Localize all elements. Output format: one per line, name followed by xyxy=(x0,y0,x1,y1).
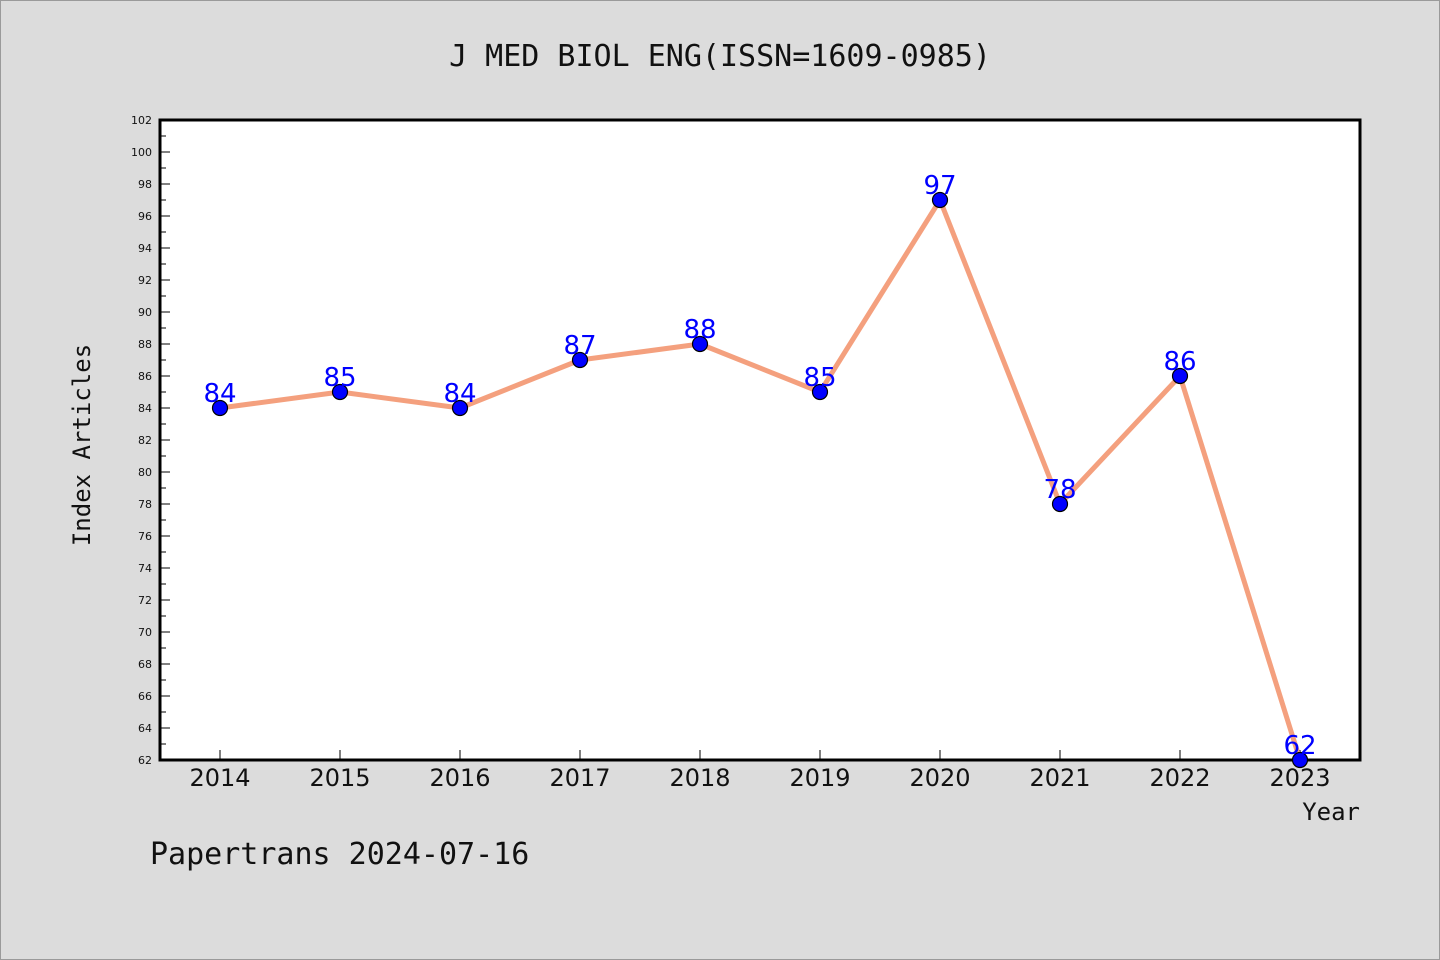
chart-title: J MED BIOL ENG(ISSN=1609-0985) xyxy=(449,39,991,74)
y-tick-label: 66 xyxy=(138,690,152,703)
y-tick-label: 96 xyxy=(138,210,152,223)
y-tick-label: 80 xyxy=(138,466,152,479)
data-label: 78 xyxy=(1043,475,1076,505)
x-tick-label: 2022 xyxy=(1149,764,1210,792)
x-axis-ticks: 2014 2015 2016 2017 2018 2019 2020 2021 2022 2023 xyxy=(189,750,1331,792)
y-tick-label: 88 xyxy=(138,338,152,351)
data-point xyxy=(211,399,229,417)
data-label: 85 xyxy=(323,363,356,393)
x-tick-label: 2023 xyxy=(1269,764,1330,792)
y-tick-label: 86 xyxy=(138,370,152,383)
x-tick-label: 2015 xyxy=(309,764,370,792)
data-label: 86 xyxy=(1163,347,1196,377)
plot-area xyxy=(158,118,1362,762)
y-tick-label: 62 xyxy=(138,754,152,767)
data-point xyxy=(811,383,829,401)
series-line xyxy=(217,197,1303,763)
y-tick-label: 82 xyxy=(138,434,152,447)
data-label: 88 xyxy=(683,315,716,345)
y-tick-label: 102 xyxy=(131,114,152,127)
data-label: 84 xyxy=(443,379,476,409)
x-tick-label: 2017 xyxy=(549,764,610,792)
y-tick-label: 76 xyxy=(138,530,152,543)
data-label: 87 xyxy=(563,331,596,361)
data-label: 84 xyxy=(203,379,236,409)
data-point xyxy=(1171,367,1189,385)
y-tick-label: 84 xyxy=(138,402,152,415)
x-tick-label: 2016 xyxy=(429,764,490,792)
data-point xyxy=(931,191,949,209)
data-label: 97 xyxy=(923,171,956,201)
y-axis-label: Index Articles xyxy=(68,344,96,546)
y-tick-label: 64 xyxy=(138,722,152,735)
x-tick-label: 2018 xyxy=(669,764,730,792)
x-axis-label: Year xyxy=(1302,798,1360,826)
data-point xyxy=(691,335,709,353)
data-point xyxy=(571,351,589,369)
y-tick-label: 70 xyxy=(138,626,152,639)
y-tick-label: 78 xyxy=(138,498,152,511)
y-tick-label: 68 xyxy=(138,658,152,671)
data-point xyxy=(1291,751,1309,769)
y-axis-ticks: 62 64 66 68 70 72 74 76 78 80 82 84 86 88 90 92 94 96 98 10… xyxy=(131,114,170,767)
y-tick-label: 98 xyxy=(138,178,152,191)
y-tick-label: 100 xyxy=(131,146,152,159)
y-tick-label: 72 xyxy=(138,594,152,607)
x-tick-label: 2014 xyxy=(189,764,250,792)
y-tick-label: 90 xyxy=(138,306,152,319)
data-labels: 84 85 84 87 88 85 97 78 86 62 xyxy=(203,171,1316,761)
data-label: 62 xyxy=(1283,731,1316,761)
x-tick-label: 2019 xyxy=(789,764,850,792)
x-tick-label: 2021 xyxy=(1029,764,1090,792)
y-tick-label: 94 xyxy=(138,242,152,255)
y-tick-label: 74 xyxy=(138,562,152,575)
data-point xyxy=(451,399,469,417)
data-label: 85 xyxy=(803,363,836,393)
data-point xyxy=(331,383,349,401)
footer-credit: Papertrans 2024-07-16 xyxy=(150,837,529,872)
data-markers xyxy=(211,191,1309,769)
y-tick-label: 92 xyxy=(138,274,152,287)
data-point xyxy=(1051,495,1069,513)
x-tick-label: 2020 xyxy=(909,764,970,792)
